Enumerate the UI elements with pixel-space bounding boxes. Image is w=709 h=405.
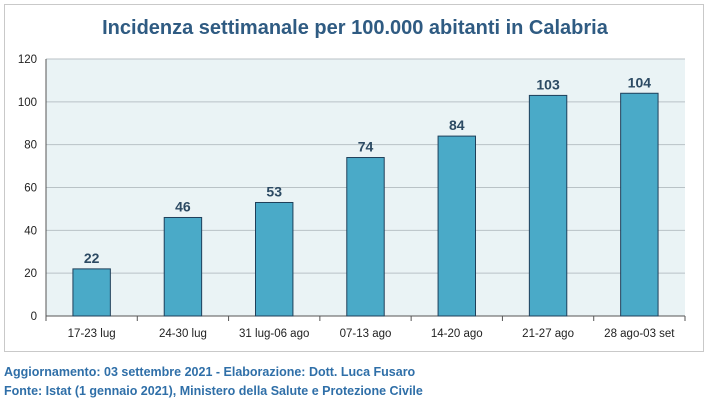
data-label: 74	[358, 139, 374, 155]
bar	[72, 268, 111, 317]
x-tick-label: 28 ago-03 set	[604, 328, 675, 340]
bar	[346, 157, 385, 317]
x-tick-label: 21-27 ago	[522, 328, 574, 340]
data-label: 104	[628, 74, 652, 90]
y-tick-label: 100	[18, 97, 37, 109]
y-tick-label: 60	[24, 183, 37, 195]
bar	[437, 135, 476, 317]
data-label: 46	[175, 198, 191, 214]
y-tick-label: 80	[24, 140, 37, 152]
data-label: 103	[536, 76, 560, 92]
data-label: 22	[84, 250, 100, 266]
x-tick-label: 17-23 lug	[68, 328, 116, 340]
x-tick-label: 07-13 ago	[340, 328, 392, 340]
x-tick-label: 14-20 ago	[431, 328, 483, 340]
y-tick-label: 0	[31, 311, 37, 323]
y-tick-label: 20	[24, 268, 37, 280]
data-label: 53	[266, 183, 282, 199]
y-tick-label: 120	[18, 54, 37, 66]
bar	[163, 216, 203, 317]
chart-frame: Incidenza settimanale per 100.000 abitan…	[4, 4, 704, 352]
bar-chart: 0 20 40 60 80 100 120 22 17-23 lug 46 24-30 lug 53 3…	[18, 54, 686, 340]
bar	[620, 92, 659, 317]
bar	[528, 94, 568, 317]
footer-update-note: Aggiornamento: 03 settembre 2021 - Elabo…	[4, 365, 416, 379]
bar	[255, 201, 294, 317]
chart-title: Incidenza settimanale per 100.000 abitan…	[102, 17, 608, 39]
y-tick-label: 40	[24, 225, 37, 237]
x-tick-label: 24-30 lug	[159, 328, 207, 340]
data-label: 84	[449, 117, 465, 133]
x-tick-label: 31 lug-06 ago	[239, 328, 309, 340]
footer-source-note: Fonte: Istat (1 gennaio 2021), Ministero…	[4, 384, 423, 398]
